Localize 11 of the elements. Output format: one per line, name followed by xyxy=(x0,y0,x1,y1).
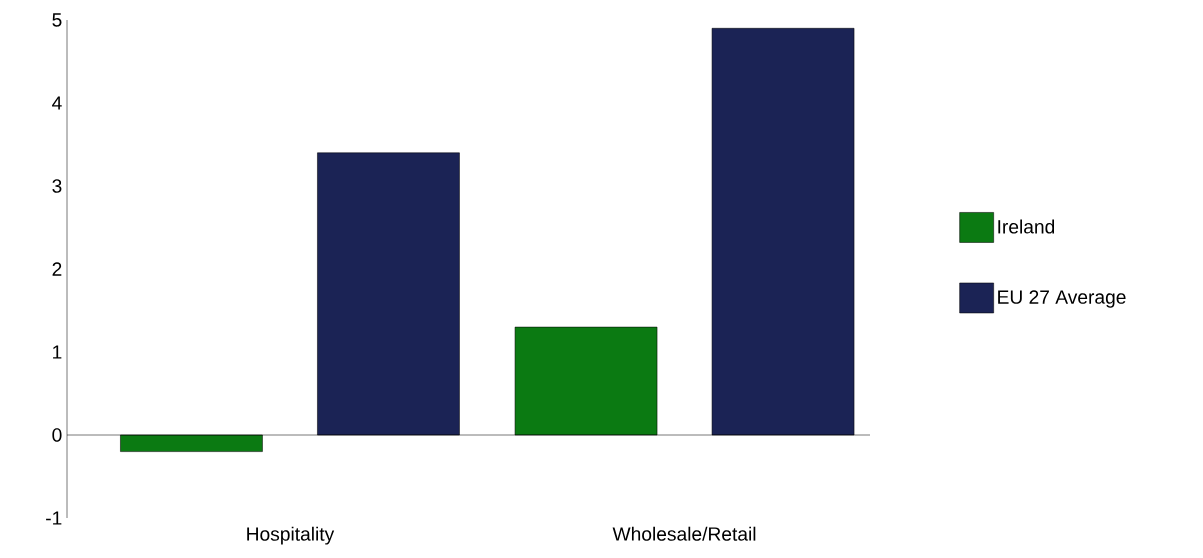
y-tick-label: 1 xyxy=(53,345,62,359)
legend-label: Ireland xyxy=(998,219,1055,234)
x-tick-label: Hospitality xyxy=(247,526,335,545)
x-tick-label: Wholesale/Retail xyxy=(612,526,756,541)
y-tick-label: 3 xyxy=(52,179,62,193)
y-tick-label: -1 xyxy=(46,511,62,525)
legend-label: EU 27 Average xyxy=(998,290,1126,308)
y-tick-label: 0 xyxy=(52,428,62,442)
y-tick-label: 5 xyxy=(52,13,62,27)
y-tick-label: 2 xyxy=(52,262,62,276)
y-tick-label: 4 xyxy=(52,96,62,110)
